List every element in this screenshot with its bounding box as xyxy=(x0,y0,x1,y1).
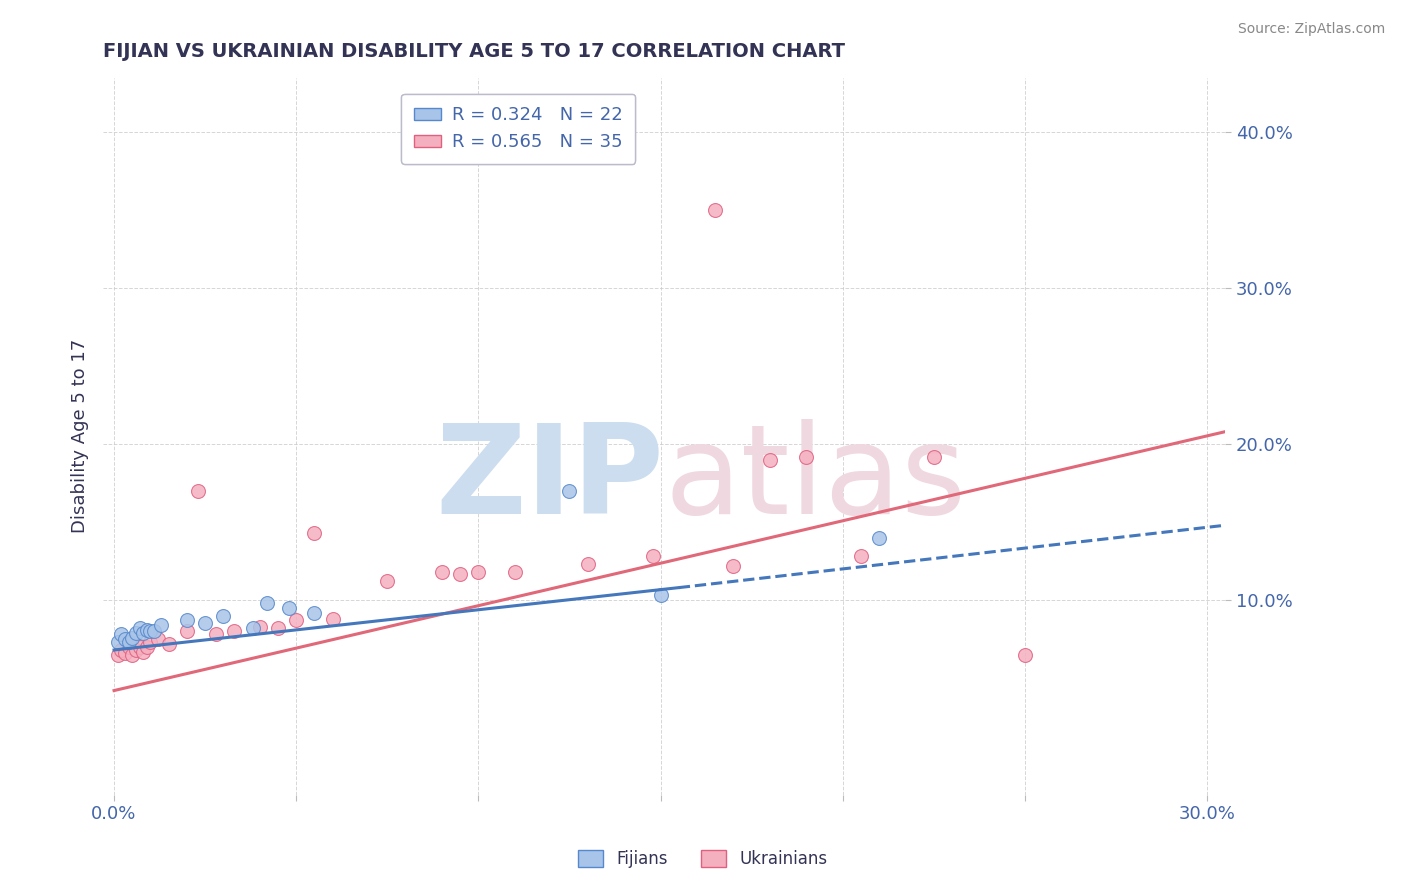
Point xyxy=(503,565,526,579)
Point xyxy=(256,596,278,610)
Point xyxy=(107,635,129,649)
Point xyxy=(576,558,599,572)
Point xyxy=(125,625,148,640)
Point xyxy=(249,619,271,633)
Text: Source: ZipAtlas.com: Source: ZipAtlas.com xyxy=(1237,22,1385,37)
Point xyxy=(157,637,180,651)
Point xyxy=(205,627,228,641)
Point xyxy=(139,624,162,639)
Point xyxy=(759,452,782,467)
Point xyxy=(143,624,166,639)
Point xyxy=(117,635,139,649)
Text: ZIP: ZIP xyxy=(436,419,664,540)
Point xyxy=(132,625,155,640)
Point xyxy=(110,627,132,641)
Point xyxy=(125,643,148,657)
Point xyxy=(304,526,326,541)
Point xyxy=(194,616,217,631)
Point xyxy=(1014,648,1036,662)
Point xyxy=(212,608,235,623)
Point xyxy=(114,632,136,646)
Point xyxy=(304,606,326,620)
Point xyxy=(650,589,672,603)
Point xyxy=(117,640,139,654)
Point xyxy=(794,450,817,464)
Point xyxy=(135,623,157,637)
Point xyxy=(176,624,198,639)
Point xyxy=(322,612,344,626)
Point xyxy=(704,203,727,218)
Text: atlas: atlas xyxy=(664,419,966,540)
Point xyxy=(107,648,129,662)
Point xyxy=(128,640,150,654)
Legend: R = 0.324   N = 22, R = 0.565   N = 35: R = 0.324 N = 22, R = 0.565 N = 35 xyxy=(401,94,636,164)
Point xyxy=(643,549,665,564)
Point xyxy=(110,643,132,657)
Point xyxy=(278,600,301,615)
Point xyxy=(224,624,246,639)
Point xyxy=(146,632,169,646)
Point xyxy=(285,613,308,627)
Point xyxy=(150,618,173,632)
Point xyxy=(242,621,264,635)
Point xyxy=(849,549,872,564)
Point xyxy=(868,531,890,545)
Point xyxy=(922,450,945,464)
Legend: Fijians, Ukrainians: Fijians, Ukrainians xyxy=(571,843,835,875)
Text: FIJIAN VS UKRAINIAN DISABILITY AGE 5 TO 17 CORRELATION CHART: FIJIAN VS UKRAINIAN DISABILITY AGE 5 TO … xyxy=(103,42,845,61)
Point xyxy=(558,483,581,498)
Point xyxy=(121,631,143,645)
Point xyxy=(176,613,198,627)
Point xyxy=(187,483,209,498)
Point xyxy=(128,621,150,635)
Point xyxy=(430,565,453,579)
Point xyxy=(139,635,162,649)
Point xyxy=(135,640,157,654)
Point xyxy=(267,621,290,635)
Point xyxy=(467,565,489,579)
Point xyxy=(132,644,155,658)
Point xyxy=(114,646,136,660)
Y-axis label: Disability Age 5 to 17: Disability Age 5 to 17 xyxy=(72,339,89,533)
Point xyxy=(375,574,398,589)
Point xyxy=(449,566,471,581)
Point xyxy=(723,558,745,573)
Point xyxy=(121,648,143,662)
